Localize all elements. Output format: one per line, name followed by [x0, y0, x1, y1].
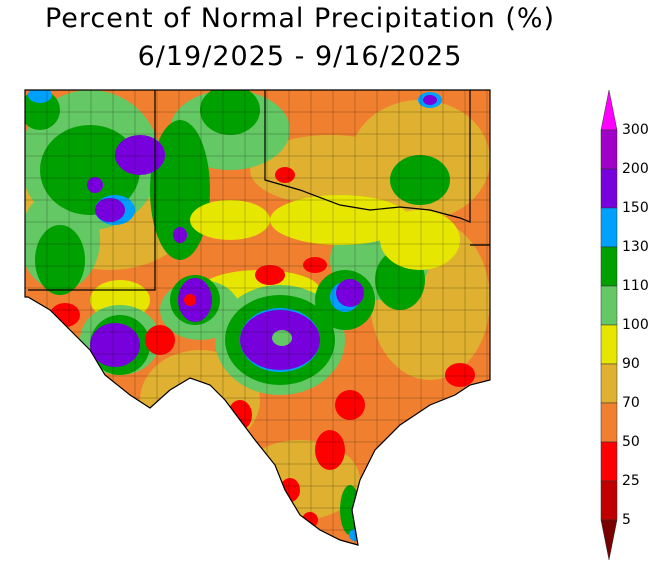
- map-date-range: 6/19/2025 - 9/16/2025: [137, 41, 463, 72]
- legend-swatch: [600, 363, 618, 404]
- legend-arrow-top: [600, 89, 618, 131]
- legend-swatch: [600, 168, 618, 209]
- legend-swatch: [600, 207, 618, 248]
- legend-swatch: [600, 246, 618, 287]
- legend-label: 70: [622, 395, 640, 411]
- precip-region: [28, 90, 52, 103]
- precip-region: [95, 198, 125, 222]
- precip-region: [390, 155, 450, 205]
- precip-region: [145, 325, 175, 355]
- precip-region: [275, 167, 295, 183]
- precip-fill-layer: [25, 90, 490, 545]
- legend-label: 100: [622, 317, 649, 333]
- precip-region: [335, 390, 365, 420]
- precip-region: [40, 125, 140, 215]
- precip-region: [184, 294, 196, 306]
- map-title: Percent of Normal Precipitation (%): [44, 3, 556, 34]
- legend-swatch: [600, 285, 618, 326]
- legend-arrow-bottom: [600, 519, 618, 561]
- legend-label: 150: [622, 200, 649, 216]
- precip-region: [87, 177, 103, 193]
- legend-label: 50: [622, 434, 640, 450]
- precip-region: [228, 400, 252, 430]
- precip-region: [255, 265, 285, 285]
- precip-region: [200, 90, 260, 135]
- legend-label: 5: [622, 512, 631, 528]
- precip-region: [173, 227, 187, 243]
- precip-region: [35, 225, 85, 295]
- legend-swatch: [600, 129, 618, 170]
- legend-label: 90: [622, 356, 640, 372]
- legend-swatch: [600, 441, 618, 482]
- precip-region: [445, 363, 475, 387]
- precip-region: [336, 279, 364, 307]
- legend-swatch: [600, 402, 618, 443]
- legend-label: 300: [622, 122, 649, 138]
- legend-label: 200: [622, 161, 649, 177]
- precip-region: [423, 95, 437, 105]
- state-borders: [24, 89, 491, 546]
- precip-region: [270, 195, 410, 245]
- legend-colorbar: [600, 89, 618, 561]
- precip-region: [90, 323, 140, 367]
- legend-swatch: [600, 480, 618, 521]
- legend-label: 25: [622, 473, 640, 489]
- legend-label: 130: [622, 239, 649, 255]
- precip-region: [380, 210, 460, 270]
- precip-region: [302, 512, 318, 528]
- precip-region: [315, 430, 345, 470]
- precip-region: [272, 330, 292, 346]
- precip-region: [303, 257, 327, 273]
- precip-region: [190, 200, 270, 240]
- legend-label: 110: [622, 278, 649, 294]
- precip-region: [115, 135, 165, 175]
- precip-region: [25, 90, 60, 130]
- legend-swatch: [600, 324, 618, 365]
